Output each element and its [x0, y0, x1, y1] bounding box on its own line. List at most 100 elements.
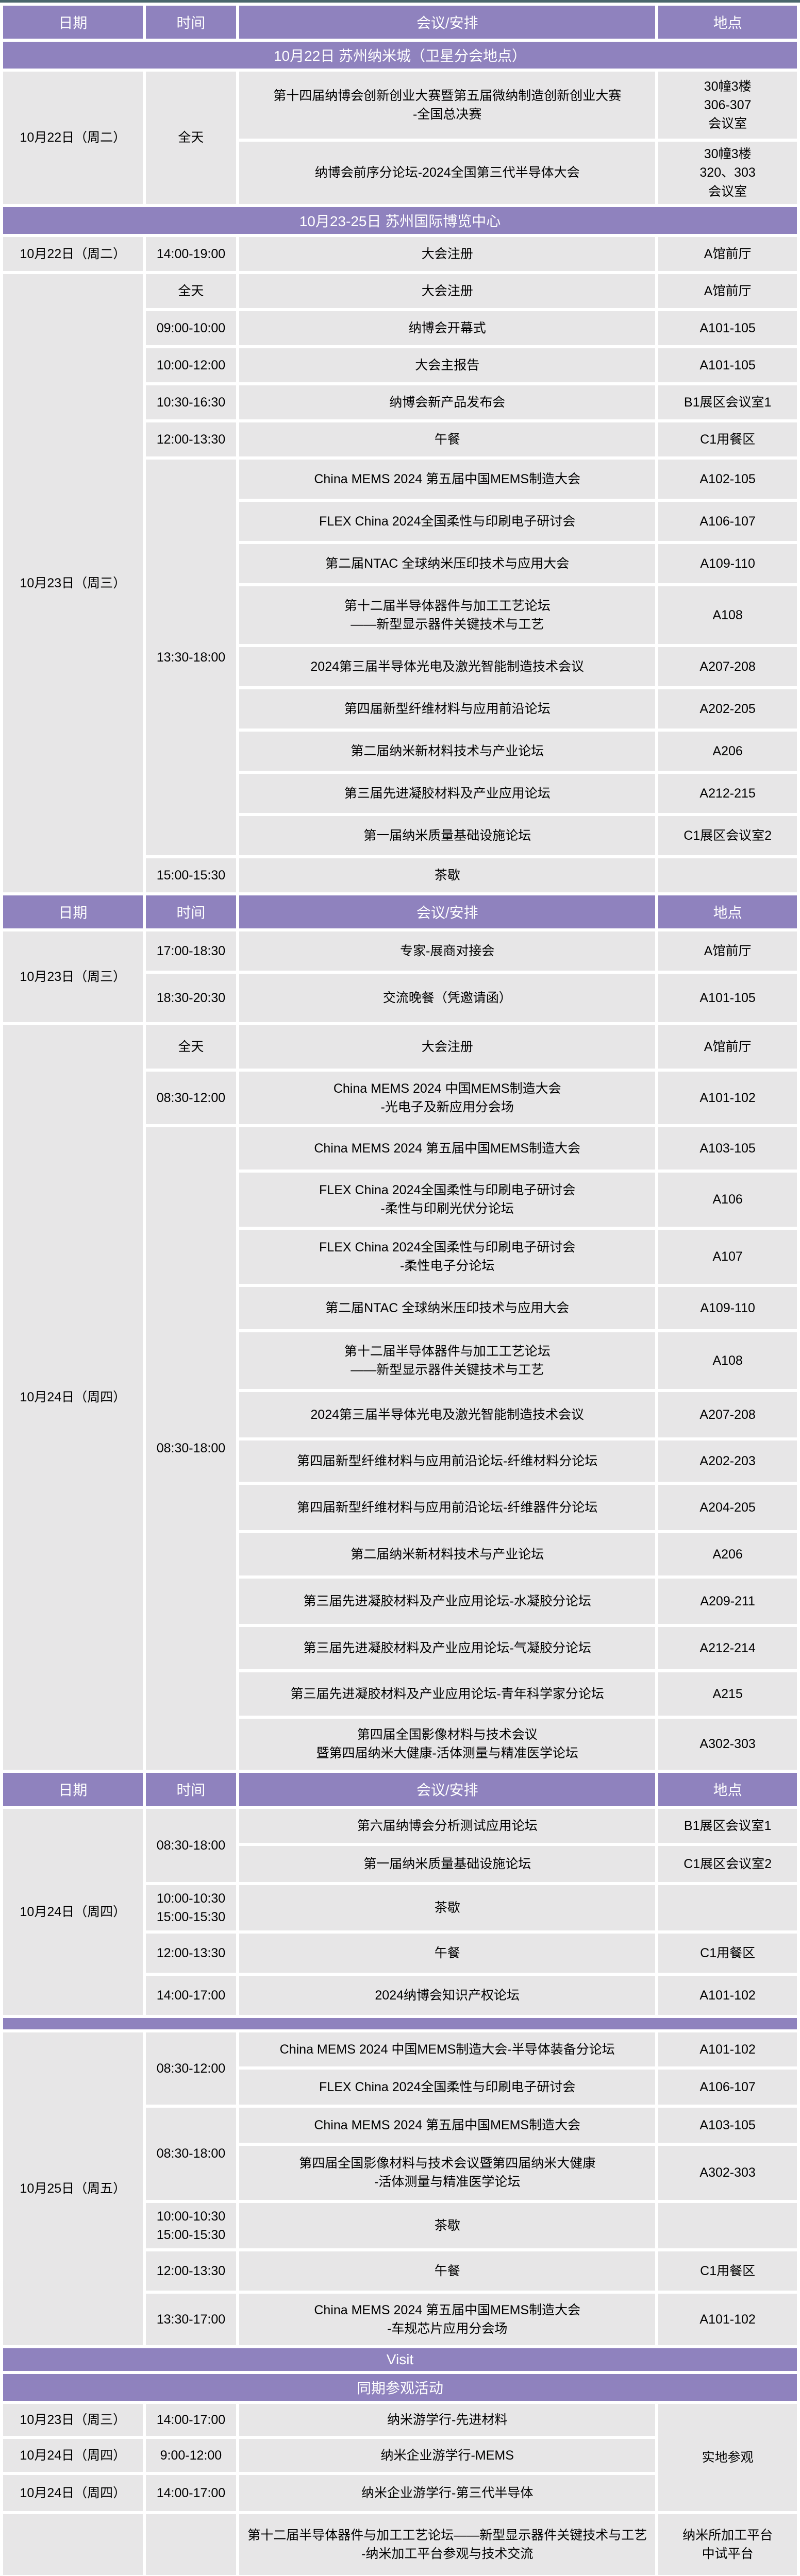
table-row: 10:30-16:30 纳博会新产品发布会 B1展区会议室1: [3, 385, 797, 419]
time-cell: 18:30-20:30: [145, 973, 237, 1022]
event-cell: 第十四届纳博会创新创业大赛暨第五届微纳制造创新创业大赛 -全国总决赛: [239, 72, 656, 139]
date-cell: 10月23日（周三）: [3, 274, 143, 892]
table-row: 10:00-10:30 15:00-15:30 茶歇: [3, 2202, 797, 2248]
table-row: 10月25日（周五） 08:30-12:00 China MEMS 2024 中国M…: [3, 2032, 797, 2345]
table-row: 12:00-13:30 午餐 C1用餐区: [3, 2251, 797, 2291]
column-header: 时间: [145, 6, 237, 39]
table-row: 10月22日 苏州纳米城（卫星分会地点）: [3, 42, 797, 69]
venue-cell: A207-208: [658, 1392, 797, 1437]
column-header: 日期: [3, 1772, 143, 1806]
table-row: 第三届先进凝胶材料及产业应用论坛-气凝胶分论坛 A212-214: [3, 1626, 797, 1669]
time-cell: 14:00-19:00: [145, 236, 237, 271]
table-row: 第四届全国影像材料与技术会议暨第四届纳米大健康 -活体测量与精准医学论坛 A302…: [3, 2145, 797, 2200]
time-cell: 15:00-15:30: [145, 858, 237, 892]
table-row: 10:00-12:00 大会主报告 A101-105: [3, 348, 797, 382]
venue-cell: A103-105: [658, 1127, 797, 1170]
table-row: 第四届新型纤维材料与应用前沿论坛 A202-205: [3, 689, 797, 728]
venue-cell: A馆前厅: [658, 236, 797, 271]
event-cell: 第十二届半导体器件与加工工艺论坛 ——新型显示器件关键技术与工艺: [239, 1332, 656, 1389]
venue-cell: [658, 2202, 797, 2248]
venue-cell: A101-105: [658, 348, 797, 382]
table-row: [3, 2018, 797, 2029]
table-row: 10月24日（周四） 14:00-17:00 纳米企业游学行-第三代半导体: [3, 2475, 797, 2511]
venue-cell: A101-102: [658, 2032, 797, 2066]
venue-cell: [658, 858, 797, 892]
section-banner: Visit: [3, 2348, 797, 2371]
time-cell: 14:00-17:00: [145, 1975, 237, 2015]
venue-cell: C1用餐区: [658, 1933, 797, 1973]
table-row: 12:00-13:30 午餐 C1用餐区: [3, 422, 797, 456]
venue-cell: A101-102: [658, 1071, 797, 1124]
table-row: 第三届先进凝胶材料及产业应用论坛-青年科学家分论坛 A215: [3, 1672, 797, 1716]
table-row: 日期 时间 会议/安排 地点: [3, 1772, 797, 1806]
event-cell: 大会注册: [239, 274, 656, 308]
table-row: 13:30-18:00 China MEMS 2024 第五届中国MEMS制造大会…: [3, 459, 797, 855]
venue-cell: A302-303: [658, 1718, 797, 1770]
venue-cell: 30幢3楼 320、303 会议室: [658, 142, 797, 204]
column-header: 时间: [145, 895, 237, 928]
table-row: 2024第三届半导体光电及激光智能制造技术会议 A207-208: [3, 1392, 797, 1437]
venue-cell: A202-203: [658, 1440, 797, 1482]
time-cell: 12:00-13:30: [145, 1933, 237, 1973]
table-row: 第一届纳米质量基础设施论坛 C1展区会议室2: [3, 1845, 797, 1882]
table-row: 第四届新型纤维材料与应用前沿论坛-纤维材料分论坛 A202-203: [3, 1440, 797, 1482]
table-row: 10月23日（周三） 17:00-18:30 专家-展商对接会 A馆前厅: [3, 931, 797, 1022]
table-row: 第三届先进凝胶材料及产业应用论坛 A212-215: [3, 773, 797, 813]
event-cell: 茶歇: [239, 858, 656, 892]
venue-cell: A106: [658, 1172, 797, 1227]
table-row: 13:30-17:00 China MEMS 2024 第五届中国MEMS制造大会…: [3, 2293, 797, 2345]
event-cell: 午餐: [239, 2251, 656, 2291]
venue-cell: A212-214: [658, 1626, 797, 1669]
table-row: 日期 时间 会议/安排 地点: [3, 895, 797, 928]
event-cell: 第三届先进凝胶材料及产业应用论坛-青年科学家分论坛: [239, 1672, 656, 1716]
event-cell: 第三届先进凝胶材料及产业应用论坛-气凝胶分论坛: [239, 1626, 656, 1669]
date-cell: 10月23日（周三）: [3, 931, 143, 1022]
time-cell: 08:30-18:00: [145, 1808, 237, 1882]
event-cell: 午餐: [239, 1933, 656, 1973]
venue-cell: C1展区会议室2: [658, 816, 797, 855]
column-header: 地点: [658, 1772, 797, 1806]
venue-cell: C1用餐区: [658, 422, 797, 456]
event-cell: 纳博会前序分论坛-2024全国第三代半导体大会: [239, 142, 656, 204]
time-cell: 08:30-12:00: [145, 1071, 237, 1124]
table-row: 第十二届半导体器件与加工工艺论坛 ——新型显示器件关键技术与工艺 A108: [3, 1332, 797, 1389]
venue-cell: B1展区会议室1: [658, 1808, 797, 1843]
column-header: 日期: [3, 895, 143, 928]
column-header: 地点: [658, 6, 797, 39]
venue-cell: A109-110: [658, 1286, 797, 1329]
section-banner: 同期参观活动: [3, 2374, 797, 2401]
event-cell: 茶歇: [239, 2202, 656, 2248]
time-cell: 13:30-17:00: [145, 2293, 237, 2345]
venue-cell: A206: [658, 731, 797, 771]
venue-cell: 实地参观: [658, 2403, 797, 2511]
date-cell: 10月24日（周四）: [3, 2438, 143, 2472]
table-row: 10月24日（周四） 08:30-18:00 第六届纳博会分析测试应用论坛 B1展区会…: [3, 1808, 797, 2015]
table-row: FLEX China 2024全国柔性与印刷电子研讨会 -柔性与印刷光伏分论坛 A…: [3, 1172, 797, 1227]
table-row: 第二届NTAC 全球纳米压印技术与应用大会 A109-110: [3, 1286, 797, 1329]
venue-cell: A204-205: [658, 1484, 797, 1530]
event-cell: 第三届先进凝胶材料及产业应用论坛: [239, 773, 656, 813]
time-cell: 09:00-10:00: [145, 311, 237, 345]
table-row: 第十二届半导体器件与加工工艺论坛 ——新型显示器件关键技术与工艺 A108: [3, 586, 797, 644]
conference-schedule-table: 日期 时间 会议/安排 地点 10月22日 苏州纳米城（卫星分会地点） 10月22日（周二…: [0, 3, 800, 2576]
venue-cell: A202-205: [658, 689, 797, 728]
event-cell: 第三届先进凝胶材料及产业应用论坛-水凝胶分论坛: [239, 1578, 656, 1624]
venue-cell: A106-107: [658, 501, 797, 541]
table-row: 纳博会前序分论坛-2024全国第三代半导体大会 30幢3楼 320、303 会议室: [3, 142, 797, 204]
venue-cell: C1展区会议室2: [658, 1845, 797, 1882]
event-cell: 纳博会新产品发布会: [239, 385, 656, 419]
time-cell: 08:30-18:00: [145, 1127, 237, 1770]
venue-cell: A馆前厅: [658, 931, 797, 971]
event-cell: FLEX China 2024全国柔性与印刷电子研讨会: [239, 501, 656, 541]
venue-cell: A302-303: [658, 2145, 797, 2200]
table-row: 第四届全国影像材料与技术会议 暨第四届纳米大健康-活体测量与精准医学论坛 A302…: [3, 1718, 797, 1770]
venue-cell: A馆前厅: [658, 274, 797, 308]
event-cell: 纳米企业游学行-第三代半导体: [239, 2475, 656, 2511]
table-row: 第三届先进凝胶材料及产业应用论坛-水凝胶分论坛 A209-211: [3, 1578, 797, 1624]
table-row: 18:30-20:30 交流晚餐（凭邀请函） A101-105: [3, 973, 797, 1022]
table-row: 同期参观活动: [3, 2374, 797, 2401]
table-row: FLEX China 2024全国柔性与印刷电子研讨会 A106-107: [3, 2069, 797, 2105]
event-cell: 第十二届半导体器件与加工工艺论坛——新型显示器件关键技术与工艺 -纳米加工平台参…: [239, 2514, 656, 2575]
table-row: 10月24日（周四） 全天 大会注册 A馆前厅: [3, 1025, 797, 1770]
event-cell: 专家-展商对接会: [239, 931, 656, 971]
